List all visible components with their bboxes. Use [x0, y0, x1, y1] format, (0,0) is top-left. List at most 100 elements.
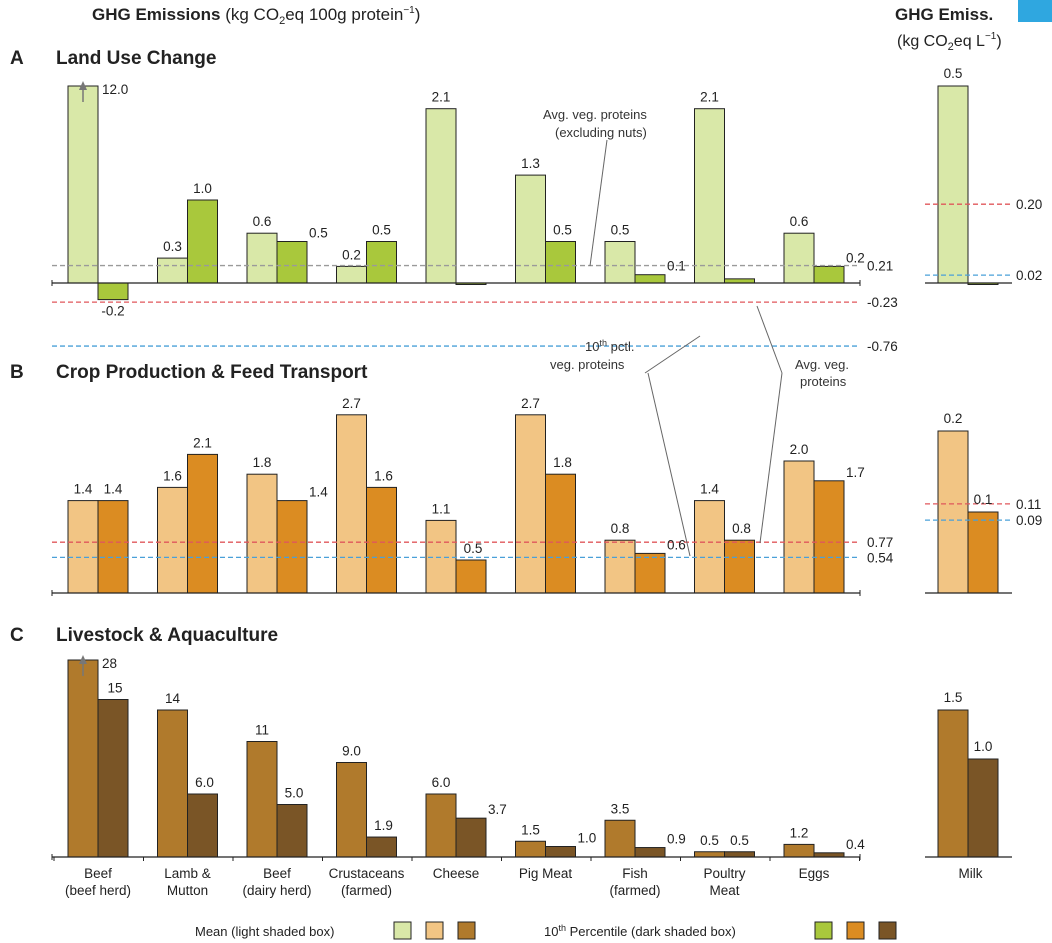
panel-b-label-p10-pig-meat: 1.8 — [553, 455, 572, 470]
category-label-beef-beef-herd-1: (beef herd) — [65, 883, 131, 898]
value-labels-layer: 12.0 -0.2 0.3 1.0 0.6 0.5 0.2 0.5 2.1 1.3 0.5 0.5 0.… — [65, 66, 1042, 898]
panel-a-label-mean-lamb-mutton: 0.3 — [163, 239, 182, 254]
panel-c-bar-p10-cheese — [455, 817, 487, 858]
panel-c-bar-p10-beef-dairy-herd — [276, 804, 308, 858]
category-label-poultry-meat-1: Meat — [709, 883, 739, 898]
panel-a-bar-mean-poultry-meat — [694, 108, 725, 284]
panel-a-bar-p10-lamb-mutton — [187, 199, 218, 284]
category-label-pig-meat-0: Pig Meat — [519, 866, 573, 881]
panel-b-label-mean-beef-beef-herd: 1.4 — [74, 482, 93, 497]
svg-text:Avg. veg. proteins: Avg. veg. proteins — [543, 107, 647, 122]
panel-b-bar-mean-fish-farmed — [604, 539, 636, 594]
svg-text:proteins: proteins — [800, 374, 847, 389]
legend-mean-c — [457, 921, 476, 940]
panel-c-label-mean-beef-beef-herd: 28 — [102, 656, 117, 671]
panel-b-bar-p10-fish-farmed — [634, 552, 666, 594]
panel-b-bar-mean-crustaceans-farmed — [336, 414, 367, 594]
panel-c-label-p10-cheese: 3.7 — [488, 802, 507, 817]
legend-mean-a — [393, 921, 412, 940]
panel-a-refline-label-grey: 0.21 — [867, 259, 893, 274]
legend-p10-c — [878, 921, 897, 940]
panel-c-label-p10-lamb-mutton: 6.0 — [195, 775, 214, 790]
panel-a-label-mean-beef-beef-herd: 12.0 — [102, 82, 128, 97]
panel-c-bar-mean-fish-farmed — [604, 819, 636, 858]
panel-a-label-p10-eggs: 0.2 — [846, 250, 865, 265]
panel-a-bar-mean-eggs — [783, 232, 815, 284]
panel-a-letter: A — [10, 48, 24, 69]
panel-a-label-p10-beef-beef-herd: -0.2 — [101, 304, 124, 319]
panel-a-milk-label-mean: 0.5 — [944, 66, 963, 81]
panel-c-bar-mean-eggs — [783, 843, 815, 858]
panel-b-label-mean-eggs: 2.0 — [790, 442, 809, 457]
panel-b-bar-p10-crustaceans-farmed — [366, 486, 397, 594]
legend-mean-b — [425, 921, 444, 940]
panel-a-bar-p10-fish-farmed — [634, 274, 666, 284]
panel-b-label-mean-poultry-meat: 1.4 — [700, 482, 719, 497]
category-label-lamb-mutton-1: Mutton — [167, 883, 208, 898]
panel-c-milk-bar-p10 — [967, 758, 999, 858]
category-label-crustaceans-farmed-0: Crustaceans — [329, 866, 405, 881]
panel-c-title: Livestock & Aquaculture — [56, 625, 278, 646]
panel-c-bar-p10-fish-farmed — [634, 847, 666, 858]
panel-a-label-p10-fish-farmed: 0.1 — [667, 259, 686, 274]
milk-title: GHG Emiss. — [895, 5, 993, 24]
panel-a-bar-mean-beef-beef-herd — [67, 85, 99, 284]
panel-b-milk-bar-p10 — [967, 511, 999, 594]
annotation-10th-pctl: 10th pctl. veg. proteins — [550, 335, 701, 557]
panel-c-overflow-arrowhead-beef-beef-herd — [79, 655, 87, 664]
panel-b-label-mean-crustaceans-farmed: 2.7 — [342, 396, 361, 411]
panel-c-bar-mean-poultry-meat — [694, 851, 725, 858]
panel-a-bar-p10-crustaceans-farmed — [366, 241, 397, 284]
svg-text:Avg. veg.: Avg. veg. — [795, 357, 849, 372]
category-label-fish-farmed-1: (farmed) — [609, 883, 660, 898]
panel-b-label-mean-beef-dairy-herd: 1.8 — [253, 455, 272, 470]
panel-b-refline-label-blue: 0.54 — [867, 550, 894, 565]
panel-b-bar-p10-beef-dairy-herd — [276, 500, 308, 594]
panel-a-refline-label-blue: -0.76 — [867, 339, 898, 354]
svg-text:veg. proteins: veg. proteins — [550, 357, 625, 372]
panel-b-bar-mean-beef-beef-herd — [67, 500, 99, 594]
panel-c-bar-mean-crustaceans-farmed — [336, 762, 367, 858]
category-label-fish-farmed-0: Fish — [622, 866, 648, 881]
panel-c-bar-p10-crustaceans-farmed — [366, 836, 397, 858]
panel-b-letter: B — [10, 362, 24, 383]
panel-b-label-p10-beef-beef-herd: 1.4 — [104, 482, 123, 497]
panel-b-bar-p10-beef-beef-herd — [97, 500, 129, 594]
panel-a-label-mean-crustaceans-farmed: 0.2 — [342, 247, 361, 262]
panel-a-label-mean-cheese: 2.1 — [432, 90, 451, 105]
panel-a-bar-mean-lamb-mutton — [157, 257, 188, 284]
category-label-lamb-mutton-0: Lamb & — [164, 866, 211, 881]
panel-a-bar-p10-beef-dairy-herd — [276, 241, 308, 284]
panel-a-milk-refline-label-blue: 0.02 — [1016, 268, 1042, 283]
panel-c-label-p10-beef-beef-herd: 15 — [107, 681, 122, 696]
panel-c-label-p10-poultry-meat: 0.5 — [730, 833, 749, 848]
panel-c-label-p10-beef-dairy-herd: 5.0 — [285, 786, 304, 801]
panel-b-label-mean-lamb-mutton: 1.6 — [163, 468, 182, 483]
panel-b-label-mean-pig-meat: 2.7 — [521, 396, 540, 411]
legend-p10-b — [846, 921, 865, 940]
panel-b-milk-refline-label-blue: 0.09 — [1016, 513, 1042, 528]
category-label-eggs-0: Eggs — [799, 866, 830, 881]
panel-b-label-p10-fish-farmed: 0.6 — [667, 537, 686, 552]
panel-b-bar-mean-eggs — [783, 460, 815, 594]
panel-b-bar-p10-poultry-meat — [724, 539, 755, 594]
category-label-beef-beef-herd-0: Beef — [84, 866, 112, 881]
legend-mean-label: Mean (light shaded box) — [195, 924, 334, 939]
category-label-cheese-0: Cheese — [433, 866, 480, 881]
panel-c-label-p10-crustaceans-farmed: 1.9 — [374, 818, 393, 833]
panel-c-label-mean-cheese: 6.0 — [432, 775, 451, 790]
svg-text:(excluding nuts): (excluding nuts) — [555, 125, 647, 140]
panel-b-label-mean-fish-farmed: 0.8 — [611, 521, 630, 536]
annotation-avg-excl-nuts: Avg. veg. proteins (excluding nuts) — [543, 107, 647, 267]
panel-a-label-mean-eggs: 0.6 — [790, 214, 809, 229]
panel-b-bar-p10-cheese — [455, 559, 487, 594]
panel-a-label-p10-beef-dairy-herd: 0.5 — [309, 226, 328, 241]
panel-c-label-mean-lamb-mutton: 14 — [165, 691, 181, 706]
panel-c-bar-mean-beef-beef-herd — [67, 659, 99, 858]
legend: Mean (light shaded box) 10th Percentile … — [195, 921, 897, 940]
panel-b-bar-mean-lamb-mutton — [157, 486, 188, 594]
panel-b-title: Crop Production & Feed Transport — [56, 362, 368, 383]
category-label-beef-dairy-herd-0: Beef — [263, 866, 291, 881]
panel-b-label-p10-poultry-meat: 0.8 — [732, 521, 751, 536]
